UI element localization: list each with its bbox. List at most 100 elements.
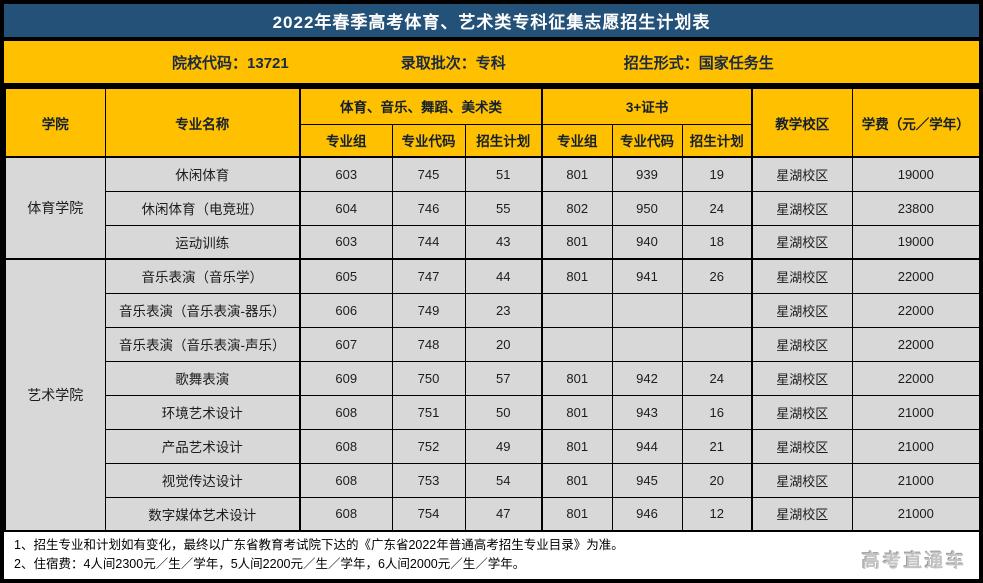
enrollment-form: 招生形式：国家任务生 xyxy=(624,52,774,73)
pro-code-2-cell: 945 xyxy=(611,462,683,498)
footnote-line-2: 2、住宿费：4人间2300元／生／学年，5人间2200元／生／学年，6人间200… xyxy=(14,557,526,572)
school-code-value: 13721 xyxy=(247,54,289,72)
footnotes: 1、招生专业和计划如有变化，最终以广东省教育考试院下达的《广东省2022年普通高… xyxy=(4,532,979,579)
plan-1-cell: 51 xyxy=(464,156,543,192)
table-row: 产品艺术设计 608 752 49 801 944 21 星湖校区 21000 xyxy=(5,428,981,464)
plan-1-cell: 54 xyxy=(464,462,543,498)
major-cell: 音乐表演（音乐表演-器乐） xyxy=(104,292,301,328)
school-code-label: 院校代码： xyxy=(172,54,248,72)
table-row: 体育学院 休闲体育 603 745 51 801 939 19 星湖校区 190… xyxy=(4,156,981,260)
pro-code-2-cell: 944 xyxy=(611,428,683,464)
tuition-cell: 21000 xyxy=(851,394,981,430)
plan-2-cell: 20 xyxy=(681,462,753,498)
plan-2-cell: 18 xyxy=(681,224,753,260)
plan-2-cell: 19 xyxy=(681,156,753,192)
col-header-plan-1: 招生计划 xyxy=(464,123,543,158)
campus-cell: 星湖校区 xyxy=(751,258,853,294)
pro-code-1-cell: 750 xyxy=(391,360,466,396)
campus-cell: 星湖校区 xyxy=(751,224,853,260)
major-cell: 音乐表演（音乐表演-声乐） xyxy=(104,326,301,362)
plan-1-cell: 49 xyxy=(464,428,543,464)
enrollment-plan-table: 学院 专业名称 体育、音乐、舞蹈、美术类 3+证书 教学校区 学费（元／学年） … xyxy=(4,87,982,532)
pro-group-1-cell: 608 xyxy=(299,496,393,532)
pro-code-1-cell: 752 xyxy=(391,428,466,464)
pro-group-1-cell: 604 xyxy=(299,190,393,226)
pro-group-1-cell: 607 xyxy=(299,326,393,362)
plan-2-cell: 24 xyxy=(681,360,753,396)
plan-2-cell: 24 xyxy=(681,190,753,226)
pro-code-2-cell: 950 xyxy=(611,190,683,226)
major-cell: 休闲体育 xyxy=(104,156,301,192)
pro-code-2-cell xyxy=(611,292,683,328)
plan-1-cell: 44 xyxy=(464,258,543,294)
col-header-plan-2: 招生计划 xyxy=(681,123,753,158)
campus-cell: 星湖校区 xyxy=(751,496,853,532)
plan-1-cell: 57 xyxy=(464,360,543,396)
pro-group-1-cell: 605 xyxy=(299,258,393,294)
plan-2-cell: 21 xyxy=(681,428,753,464)
major-cell: 音乐表演（音乐学） xyxy=(104,258,301,294)
pro-group-2-cell: 801 xyxy=(541,258,613,294)
campus-cell: 星湖校区 xyxy=(751,156,853,192)
watermark-text: 高考直通车 xyxy=(862,551,967,571)
pro-group-1-cell: 603 xyxy=(299,156,393,192)
plan-2-cell: 16 xyxy=(681,394,753,430)
tuition-cell: 22000 xyxy=(851,258,981,294)
campus-cell: 星湖校区 xyxy=(751,190,853,226)
campus-cell: 星湖校区 xyxy=(751,326,853,362)
plan-1-cell: 23 xyxy=(464,292,543,328)
pro-group-1-cell: 608 xyxy=(299,462,393,498)
col-header-campus: 教学校区 xyxy=(751,87,853,158)
pro-group-2-cell: 801 xyxy=(541,394,613,430)
major-cell: 数字媒体艺术设计 xyxy=(104,496,301,532)
table-row: 视觉传达设计 608 753 54 801 945 20 星湖校区 21000 xyxy=(5,462,981,498)
major-cell: 休闲体育（电竞班） xyxy=(104,190,301,226)
admission-batch: 录取批次：专科 xyxy=(401,52,506,73)
pro-code-2-cell: 942 xyxy=(611,360,683,396)
plan-1-cell: 55 xyxy=(464,190,543,226)
table-row: 运动训练 603 744 43 801 940 18 星湖校区 19000 xyxy=(5,224,981,260)
pro-code-1-cell: 745 xyxy=(391,156,466,192)
pro-code-1-cell: 751 xyxy=(391,394,466,430)
plan-2-cell xyxy=(681,292,753,328)
col-header-pro-group-1: 专业组 xyxy=(299,123,393,158)
pro-group-2-cell: 801 xyxy=(541,156,613,192)
header-row-groups: 学院 专业名称 体育、音乐、舞蹈、美术类 3+证书 教学校区 学费（元／学年） xyxy=(4,87,981,158)
plan-1-cell: 20 xyxy=(464,326,543,362)
pro-code-1-cell: 747 xyxy=(391,258,466,294)
plan-2-cell: 12 xyxy=(681,496,753,532)
pro-code-1-cell: 754 xyxy=(391,496,466,532)
pro-group-2-cell xyxy=(541,292,613,328)
major-cell: 歌舞表演 xyxy=(104,360,301,396)
info-bar: 院校代码：13721 录取批次：专科 招生形式：国家任务生 xyxy=(4,41,979,83)
plan-1-cell: 43 xyxy=(464,224,543,260)
pro-group-2-cell: 801 xyxy=(541,224,613,260)
table-row: 音乐表演（音乐表演-声乐） 607 748 20 星湖校区 22000 xyxy=(5,326,981,362)
tuition-cell: 21000 xyxy=(851,496,981,532)
table-row: 音乐表演（音乐表演-器乐） 606 749 23 星湖校区 22000 xyxy=(5,292,981,328)
plan-2-cell: 26 xyxy=(681,258,753,294)
tuition-cell: 22000 xyxy=(851,360,981,396)
plan-2-cell xyxy=(681,326,753,362)
pro-code-2-cell: 946 xyxy=(611,496,683,532)
pro-code-2-cell: 940 xyxy=(611,224,683,260)
col-header-pro-group-2: 专业组 xyxy=(541,123,613,158)
campus-cell: 星湖校区 xyxy=(751,360,853,396)
plan-1-cell: 50 xyxy=(464,394,543,430)
campus-cell: 星湖校区 xyxy=(751,394,853,430)
pro-code-2-cell: 939 xyxy=(611,156,683,192)
tuition-cell: 22000 xyxy=(851,326,981,362)
tuition-cell: 21000 xyxy=(851,462,981,498)
pro-group-1-cell: 608 xyxy=(299,428,393,464)
college-cell-sports: 体育学院 xyxy=(4,156,106,260)
pro-code-2-cell: 943 xyxy=(611,394,683,430)
enrollment-form-label: 招生形式： xyxy=(623,54,699,72)
campus-cell: 星湖校区 xyxy=(751,428,853,464)
pro-group-2-cell: 801 xyxy=(541,496,613,532)
table-row: 数字媒体艺术设计 608 754 47 801 946 12 星湖校区 2100… xyxy=(5,496,981,532)
pro-code-2-cell xyxy=(611,326,683,362)
pro-group-1-cell: 606 xyxy=(299,292,393,328)
school-code: 院校代码：13721 xyxy=(172,52,289,73)
pro-code-1-cell: 744 xyxy=(391,224,466,260)
